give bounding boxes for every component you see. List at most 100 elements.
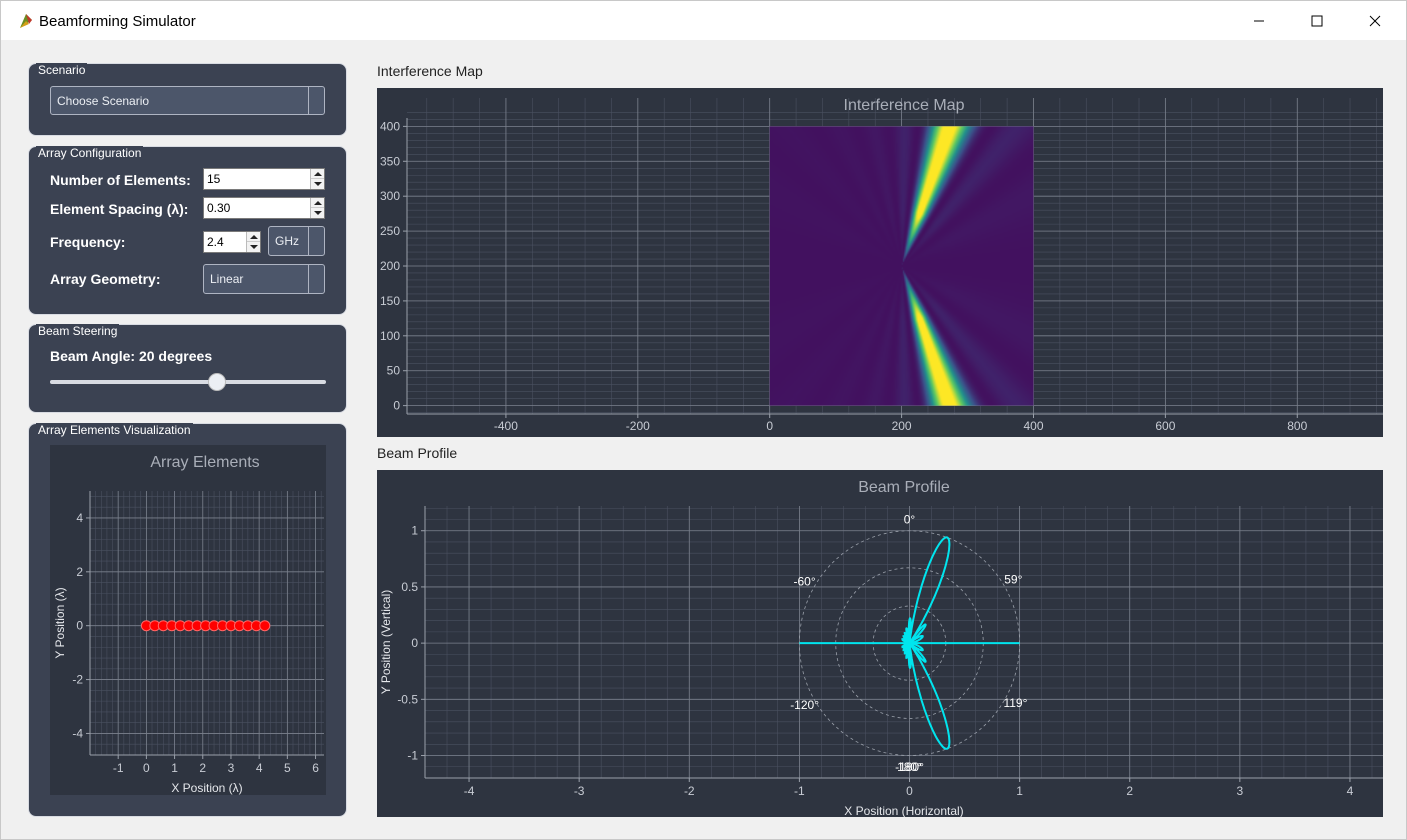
x-tick-label: 4 [1347, 784, 1354, 798]
slider-track [50, 380, 326, 384]
array-config-group: Array Configuration Number of Elements: … [28, 146, 347, 315]
frequency-value: 2.4 [207, 235, 224, 249]
x-tick-label: -3 [574, 784, 585, 798]
beam-profile-section-label: Beam Profile [377, 445, 458, 461]
minimize-button[interactable] [1230, 1, 1288, 40]
y-tick-label: 2 [76, 565, 83, 579]
x-tick-label: -1 [113, 761, 124, 775]
scenario-group-title: Scenario [36, 63, 88, 77]
x-tick-label: 0 [906, 784, 913, 798]
chevron-down-icon [308, 87, 324, 114]
beam-angle-label: Beam Angle: 20 degrees [50, 348, 213, 364]
frequency-unit-select[interactable]: GHz [268, 226, 325, 256]
x-tick-label: 0 [143, 761, 150, 775]
y-tick-label: 4 [76, 511, 83, 525]
y-tick-label: 0 [393, 399, 400, 413]
scenario-select[interactable]: Choose Scenario [50, 86, 325, 115]
y-tick-label: 100 [380, 329, 400, 343]
interference-map-plot[interactable]: -400 -200 0 200 400 600 800 0 50 100 150 200 250 300 3… [377, 88, 1383, 437]
x-tick-label: 200 [892, 419, 912, 433]
y-tick-label: 400 [380, 119, 400, 133]
x-tick-label: 400 [1023, 419, 1043, 433]
array-config-group-title: Array Configuration [36, 146, 144, 160]
x-tick-label: -2 [684, 784, 695, 798]
x-tick-label: -4 [464, 784, 475, 798]
title-bar: Beamforming Simulator [1, 1, 1406, 40]
maximize-icon [1311, 15, 1323, 26]
y-tick-label: 0.5 [401, 580, 418, 594]
beam-steering-group-title: Beam Steering [36, 324, 120, 338]
increment-icon[interactable] [311, 198, 324, 208]
app-logo-icon [20, 14, 32, 28]
array-element-marker [259, 620, 271, 632]
x-tick-label: 800 [1287, 419, 1307, 433]
y-tick-label: 1 [411, 524, 418, 538]
frequency-label: Frequency: [50, 234, 126, 250]
x-tick-label: 2 [1126, 784, 1133, 798]
x-tick-label: -1 [794, 784, 805, 798]
slider-handle[interactable] [207, 373, 226, 391]
array-geometry-label: Array Geometry: [50, 271, 161, 287]
x-tick-label: 1 [171, 761, 178, 775]
y-tick-label: -2 [72, 673, 83, 687]
x-tick-label: 6 [312, 761, 319, 775]
array-vis-group: Array Elements Visualization -1 0 1 2 3 4 5 6 -4… [28, 423, 347, 817]
x-tick-label: 2 [199, 761, 206, 775]
x-tick-label: -400 [494, 419, 518, 433]
y-tick-label: 0 [411, 636, 418, 650]
y-tick-label: 150 [380, 294, 400, 308]
polar-angle-label: 59° [1004, 572, 1022, 586]
element-spacing-spinbox[interactable]: 0.30 [203, 197, 325, 219]
chevron-down-icon [308, 227, 324, 255]
array-vis-group-title: Array Elements Visualization [36, 423, 193, 437]
decrement-icon[interactable] [311, 179, 324, 189]
num-elements-value: 15 [207, 172, 221, 186]
scenario-group: Scenario Choose Scenario [28, 63, 347, 136]
chart-title: Array Elements [150, 454, 259, 471]
x-axis-label: X Position (Horizontal) [844, 804, 963, 817]
frequency-spinbox[interactable]: 2.4 [203, 231, 261, 253]
beam-profile-plot[interactable]: -4 -3 -2 -1 0 1 2 3 4 -1 -0.5 0 0.5 1 Beam Profile X Po… [377, 470, 1383, 818]
increment-icon[interactable] [247, 232, 260, 242]
array-elements-plot[interactable]: -1 0 1 2 3 4 5 6 -4 -2 0 2 4 Array Elements X Position… [50, 445, 326, 795]
x-tick-label: 1 [1016, 784, 1023, 798]
array-geometry-value: Linear [210, 272, 244, 286]
x-tick-label: 4 [256, 761, 263, 775]
polar-angle-label: 0° [904, 512, 916, 526]
polar-angle-label: 180° [897, 760, 922, 774]
y-tick-label: -0.5 [397, 692, 418, 706]
y-tick-label: 0 [76, 619, 83, 633]
y-tick-label: -1 [407, 749, 418, 763]
num-elements-label: Number of Elements: [50, 172, 191, 188]
y-tick-label: 250 [380, 224, 400, 238]
num-elements-spinbox[interactable]: 15 [203, 168, 325, 190]
x-tick-label: 5 [284, 761, 291, 775]
window-title: Beamforming Simulator [39, 13, 196, 30]
y-tick-label: 300 [380, 189, 400, 203]
beam-steering-group: Beam Steering Beam Angle: 20 degrees [28, 324, 347, 413]
element-spacing-value: 0.30 [207, 201, 231, 215]
minimize-icon [1254, 20, 1264, 21]
frequency-unit-value: GHz [275, 234, 299, 248]
beam-angle-slider[interactable] [50, 373, 326, 391]
polar-angle-label: 119° [1003, 696, 1027, 710]
y-tick-label: -4 [72, 726, 83, 740]
interference-section-label: Interference Map [377, 63, 483, 79]
chart-title: Interference Map [844, 97, 965, 114]
array-geometry-select[interactable]: Linear [203, 264, 325, 294]
decrement-icon[interactable] [247, 242, 260, 252]
y-axis-label: Y Position (λ) [53, 587, 67, 658]
decrement-icon[interactable] [311, 208, 324, 218]
increment-icon[interactable] [311, 169, 324, 179]
x-tick-label: 600 [1155, 419, 1175, 433]
maximize-button[interactable] [1288, 1, 1346, 40]
chevron-down-icon [308, 265, 324, 293]
interference-heatmap [769, 126, 1034, 406]
close-icon [1369, 15, 1381, 26]
x-tick-label: 3 [1237, 784, 1244, 798]
x-tick-label: 3 [228, 761, 235, 775]
close-button[interactable] [1346, 1, 1404, 40]
x-tick-label: -200 [626, 419, 650, 433]
y-tick-label: 200 [380, 259, 400, 273]
